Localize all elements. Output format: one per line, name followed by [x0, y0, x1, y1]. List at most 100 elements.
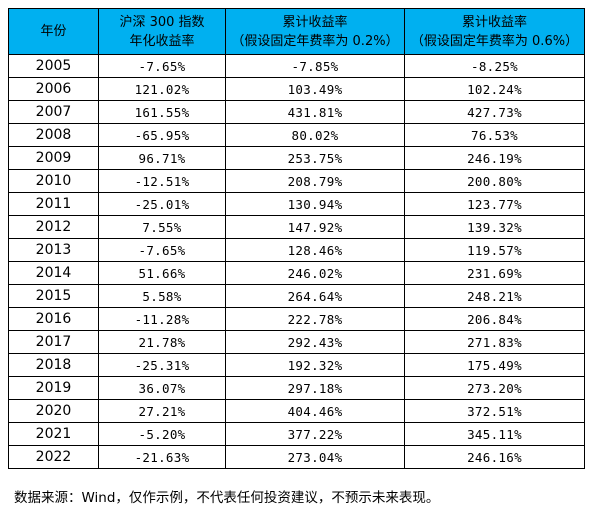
cumulative-return-0-6-cell: 273.20% — [404, 376, 585, 400]
cumulative-return-0-6-cell: 248.21% — [404, 284, 585, 308]
table-row: 2017 21.78% 292.43% 271.83% — [8, 330, 585, 354]
cumulative-return-0-2-cell: 292.43% — [225, 330, 405, 354]
table-row: 2014 51.66% 246.02% 231.69% — [8, 261, 585, 285]
table-row: 2020 27.21% 404.46% 372.51% — [8, 399, 585, 423]
year-cell: 2008 — [8, 123, 99, 147]
year-cell: 2007 — [8, 100, 99, 124]
table-row: 2006 121.02% 103.49% 102.24% — [8, 77, 585, 101]
annual-return-cell: 27.21% — [98, 399, 226, 423]
year-cell: 2020 — [8, 399, 99, 423]
year-cell: 2009 — [8, 146, 99, 170]
year-cell: 2021 — [8, 422, 99, 446]
cumulative-return-0-6-cell: 246.16% — [404, 445, 585, 469]
year-cell: 2015 — [8, 284, 99, 308]
header-cumulative-return-0-6: 累计收益率 （假设固定年费率为 0.6%） — [404, 8, 585, 55]
header-line: （假设固定年费率为 0.2%） — [231, 33, 399, 49]
annual-return-cell: 21.78% — [98, 330, 226, 354]
cumulative-return-0-2-cell: 80.02% — [225, 123, 405, 147]
year-cell: 2022 — [8, 445, 99, 469]
cumulative-return-0-6-cell: 119.57% — [404, 238, 585, 262]
cumulative-return-0-2-cell: -7.85% — [225, 54, 405, 78]
annual-return-cell: -12.51% — [98, 169, 226, 193]
annual-return-cell: 36.07% — [98, 376, 226, 400]
table-row: 2012 7.55% 147.92% 139.32% — [8, 215, 585, 239]
cumulative-return-0-6-cell: 345.11% — [404, 422, 585, 446]
table-row: 2018 -25.31% 192.32% 175.49% — [8, 353, 585, 377]
header-line: 累计收益率 — [282, 14, 348, 30]
table-row: 2005 -7.65% -7.85% -8.25% — [8, 54, 585, 78]
cumulative-return-0-2-cell: 208.79% — [225, 169, 405, 193]
annual-return-cell: 5.58% — [98, 284, 226, 308]
data-source-note: 数据来源：Wind，仅作示例，不代表任何投资建议，不预示未来表现。 — [14, 490, 440, 506]
annual-return-cell: -11.28% — [98, 307, 226, 331]
cumulative-return-0-2-cell: 130.94% — [225, 192, 405, 216]
header-line: 年份 — [40, 24, 67, 39]
annual-return-cell: 96.71% — [98, 146, 226, 170]
annual-return-cell: 121.02% — [98, 77, 226, 101]
annual-return-cell: -25.01% — [98, 192, 226, 216]
cumulative-return-0-6-cell: 123.77% — [404, 192, 585, 216]
table-row: 2013 -7.65% 128.46% 119.57% — [8, 238, 585, 262]
cumulative-return-0-2-cell: 246.02% — [225, 261, 405, 285]
annual-return-cell: -7.65% — [98, 238, 226, 262]
annual-return-cell: -65.95% — [98, 123, 226, 147]
year-cell: 2011 — [8, 192, 99, 216]
year-cell: 2013 — [8, 238, 99, 262]
year-cell: 2005 — [8, 54, 99, 78]
header-line: 累计收益率 — [461, 14, 527, 30]
annual-return-cell: -7.65% — [98, 54, 226, 78]
cumulative-return-0-2-cell: 192.32% — [225, 353, 405, 377]
cumulative-return-0-2-cell: 128.46% — [225, 238, 405, 262]
cumulative-return-0-2-cell: 253.75% — [225, 146, 405, 170]
cumulative-return-0-2-cell: 431.81% — [225, 100, 405, 124]
returns-table: 年份 沪深 300 指数 年化收益率 累计收益率 （假设固定年费率为 0.2%） 累计收益… — [8, 8, 585, 469]
annual-return-cell: 51.66% — [98, 261, 226, 285]
year-cell: 2010 — [8, 169, 99, 193]
cumulative-return-0-2-cell: 103.49% — [225, 77, 405, 101]
cumulative-return-0-6-cell: 175.49% — [404, 353, 585, 377]
cumulative-return-0-6-cell: -8.25% — [404, 54, 585, 78]
returns-table-container: 年份 沪深 300 指数 年化收益率 累计收益率 （假设固定年费率为 0.2%） 累计收益… — [8, 8, 585, 469]
annual-return-cell: -25.31% — [98, 353, 226, 377]
table-row: 2021 -5.20% 377.22% 345.11% — [8, 422, 585, 446]
annual-return-cell: -21.63% — [98, 445, 226, 469]
table-body: 2005 -7.65% -7.85% -8.25% 2006 121.02% 103.49%… — [8, 54, 585, 469]
table-row: 2022 -21.63% 273.04% 246.16% — [8, 445, 585, 469]
cumulative-return-0-2-cell: 297.18% — [225, 376, 405, 400]
header-line: 年化收益率 — [129, 33, 195, 49]
header-annual-return: 沪深 300 指数 年化收益率 — [98, 8, 226, 55]
cumulative-return-0-2-cell: 404.46% — [225, 399, 405, 423]
cumulative-return-0-6-cell: 76.53% — [404, 123, 585, 147]
year-cell: 2012 — [8, 215, 99, 239]
cumulative-return-0-6-cell: 231.69% — [404, 261, 585, 285]
table-row: 2019 36.07% 297.18% 273.20% — [8, 376, 585, 400]
cumulative-return-0-2-cell: 147.92% — [225, 215, 405, 239]
table-row: 2015 5.58% 264.64% 248.21% — [8, 284, 585, 308]
cumulative-return-0-6-cell: 102.24% — [404, 77, 585, 101]
table-row: 2009 96.71% 253.75% 246.19% — [8, 146, 585, 170]
cumulative-return-0-2-cell: 273.04% — [225, 445, 405, 469]
header-year: 年份 — [8, 8, 99, 55]
year-cell: 2019 — [8, 376, 99, 400]
year-cell: 2016 — [8, 307, 99, 331]
table-row: 2007 161.55% 431.81% 427.73% — [8, 100, 585, 124]
cumulative-return-0-2-cell: 264.64% — [225, 284, 405, 308]
cumulative-return-0-6-cell: 372.51% — [404, 399, 585, 423]
header-cumulative-return-0-2: 累计收益率 （假设固定年费率为 0.2%） — [225, 8, 405, 55]
table-row: 2010 -12.51% 208.79% 200.80% — [8, 169, 585, 193]
cumulative-return-0-6-cell: 427.73% — [404, 100, 585, 124]
header-line: 沪深 300 指数 — [119, 14, 205, 30]
annual-return-cell: 161.55% — [98, 100, 226, 124]
cumulative-return-0-6-cell: 139.32% — [404, 215, 585, 239]
cumulative-return-0-6-cell: 200.80% — [404, 169, 585, 193]
cumulative-return-0-6-cell: 246.19% — [404, 146, 585, 170]
table-row: 2016 -11.28% 222.78% 206.84% — [8, 307, 585, 331]
annual-return-cell: -5.20% — [98, 422, 226, 446]
cumulative-return-0-6-cell: 271.83% — [404, 330, 585, 354]
cumulative-return-0-6-cell: 206.84% — [404, 307, 585, 331]
header-line: （假设固定年费率为 0.6%） — [410, 33, 579, 49]
cumulative-return-0-2-cell: 222.78% — [225, 307, 405, 331]
table-row: 2008 -65.95% 80.02% 76.53% — [8, 123, 585, 147]
year-cell: 2017 — [8, 330, 99, 354]
year-cell: 2018 — [8, 353, 99, 377]
